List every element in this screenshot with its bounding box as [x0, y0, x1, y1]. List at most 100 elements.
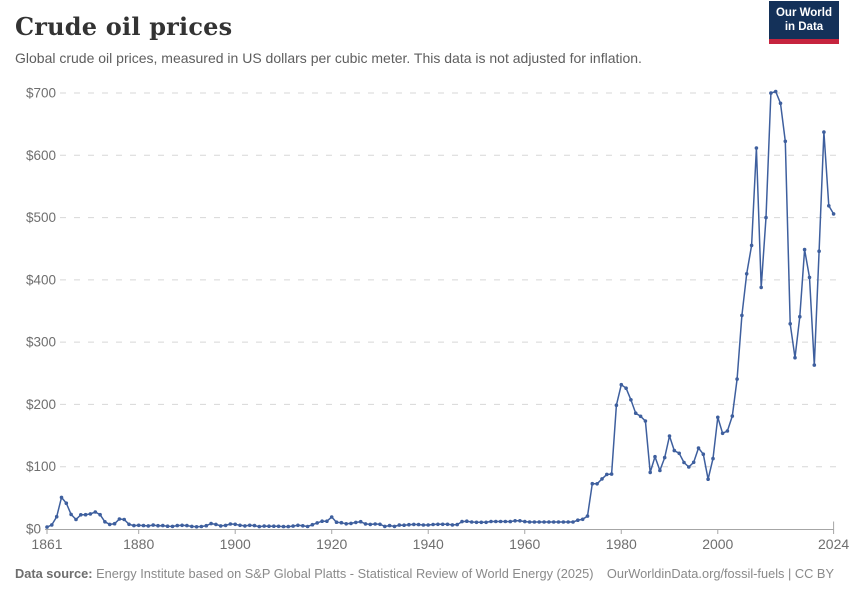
- data-point-marker[interactable]: [378, 522, 382, 527]
- data-point-marker[interactable]: [706, 477, 710, 482]
- data-point-marker[interactable]: [228, 522, 233, 526]
- data-point-marker[interactable]: [764, 215, 768, 220]
- data-point-marker[interactable]: [687, 465, 691, 469]
- data-point-marker[interactable]: [523, 519, 527, 524]
- data-point-marker[interactable]: [170, 524, 175, 529]
- data-point-marker[interactable]: [45, 525, 49, 529]
- data-point-marker[interactable]: [754, 146, 759, 150]
- owid-logo[interactable]: Our World in Data: [769, 1, 839, 44]
- data-point-marker[interactable]: [416, 522, 421, 527]
- data-point-marker[interactable]: [566, 520, 570, 524]
- data-point-marker[interactable]: [209, 521, 213, 526]
- data-point-marker[interactable]: [445, 522, 450, 527]
- data-point-marker[interactable]: [64, 501, 69, 506]
- data-point-marker[interactable]: [677, 451, 681, 456]
- data-point-marker[interactable]: [199, 524, 204, 529]
- data-point-marker[interactable]: [50, 523, 54, 527]
- data-point-marker[interactable]: [658, 468, 662, 473]
- data-point-marker[interactable]: [315, 521, 320, 525]
- data-point-marker[interactable]: [619, 382, 624, 387]
- data-point-marker[interactable]: [233, 522, 237, 527]
- data-point-marker[interactable]: [325, 519, 329, 523]
- data-point-marker[interactable]: [556, 520, 561, 524]
- data-point-marker[interactable]: [103, 520, 107, 524]
- data-point-marker[interactable]: [667, 434, 672, 438]
- data-point-marker[interactable]: [358, 519, 363, 524]
- data-point-marker[interactable]: [281, 524, 286, 529]
- data-point-marker[interactable]: [822, 130, 826, 134]
- data-point-marker[interactable]: [69, 512, 73, 517]
- data-point-marker[interactable]: [122, 517, 126, 522]
- data-point-marker[interactable]: [339, 520, 344, 525]
- data-point-marker[interactable]: [407, 522, 411, 527]
- data-point-marker[interactable]: [146, 524, 151, 528]
- data-point-marker[interactable]: [479, 520, 484, 525]
- data-point-marker[interactable]: [286, 524, 291, 529]
- data-point-marker[interactable]: [426, 523, 431, 527]
- data-point-marker[interactable]: [257, 524, 262, 529]
- data-point-marker[interactable]: [793, 355, 797, 360]
- data-point-marker[interactable]: [421, 523, 426, 527]
- data-point-marker[interactable]: [571, 520, 575, 524]
- data-point-marker[interactable]: [802, 247, 807, 252]
- data-point-marker[interactable]: [296, 523, 300, 528]
- data-point-marker[interactable]: [223, 523, 228, 528]
- data-point-marker[interactable]: [778, 101, 783, 106]
- data-point-marker[interactable]: [301, 524, 305, 528]
- data-point-marker[interactable]: [827, 204, 831, 208]
- data-point-marker[interactable]: [190, 524, 194, 529]
- data-point-marker[interactable]: [460, 519, 464, 524]
- data-point-marker[interactable]: [701, 452, 706, 457]
- data-point-marker[interactable]: [614, 403, 619, 408]
- data-point-marker[interactable]: [551, 520, 556, 524]
- data-point-marker[interactable]: [127, 522, 131, 527]
- data-point-marker[interactable]: [354, 520, 358, 525]
- data-point-marker[interactable]: [633, 411, 638, 416]
- data-point-marker[interactable]: [276, 524, 281, 529]
- data-point-marker[interactable]: [136, 523, 141, 528]
- data-point-marker[interactable]: [440, 522, 445, 527]
- data-point-marker[interactable]: [83, 512, 88, 517]
- data-point-marker[interactable]: [344, 522, 349, 526]
- data-point-marker[interactable]: [74, 517, 78, 522]
- data-point-marker[interactable]: [696, 446, 701, 450]
- data-point-marker[interactable]: [638, 414, 643, 419]
- data-point-marker[interactable]: [508, 519, 513, 524]
- data-point-marker[interactable]: [749, 243, 754, 248]
- data-point-marker[interactable]: [305, 524, 310, 529]
- data-point-marker[interactable]: [387, 523, 392, 528]
- data-point-marker[interactable]: [349, 521, 353, 526]
- data-point-marker[interactable]: [175, 523, 180, 528]
- data-point-marker[interactable]: [629, 398, 633, 402]
- data-point-marker[interactable]: [542, 520, 546, 524]
- data-point-marker[interactable]: [79, 513, 83, 517]
- data-point-marker[interactable]: [653, 454, 657, 459]
- data-point-marker[interactable]: [769, 91, 773, 95]
- data-point-marker[interactable]: [156, 523, 160, 528]
- data-point-marker[interactable]: [513, 519, 517, 523]
- data-point-marker[interactable]: [730, 414, 735, 418]
- attribution-link[interactable]: OurWorldinData.org/fossil-fuels | CC BY: [606, 566, 834, 581]
- data-point-marker[interactable]: [735, 377, 739, 381]
- data-point-marker[interactable]: [397, 523, 402, 527]
- data-point-marker[interactable]: [412, 522, 416, 527]
- data-point-marker[interactable]: [484, 520, 488, 525]
- data-point-marker[interactable]: [218, 524, 223, 528]
- data-point-marker[interactable]: [54, 514, 59, 519]
- data-point-marker[interactable]: [494, 519, 498, 524]
- data-point-marker[interactable]: [402, 523, 406, 527]
- data-point-marker[interactable]: [711, 456, 715, 461]
- data-point-marker[interactable]: [624, 386, 628, 391]
- data-point-marker[interactable]: [682, 460, 686, 465]
- data-point-marker[interactable]: [165, 524, 170, 528]
- data-point-marker[interactable]: [648, 470, 652, 475]
- data-point-marker[interactable]: [310, 522, 315, 527]
- data-point-marker[interactable]: [716, 415, 720, 420]
- data-point-marker[interactable]: [107, 522, 112, 527]
- data-point-marker[interactable]: [465, 519, 469, 523]
- data-point-marker[interactable]: [383, 524, 387, 529]
- data-point-marker[interactable]: [368, 522, 373, 527]
- data-point-marker[interactable]: [691, 460, 696, 465]
- data-point-marker[interactable]: [585, 514, 590, 518]
- data-point-marker[interactable]: [498, 519, 503, 524]
